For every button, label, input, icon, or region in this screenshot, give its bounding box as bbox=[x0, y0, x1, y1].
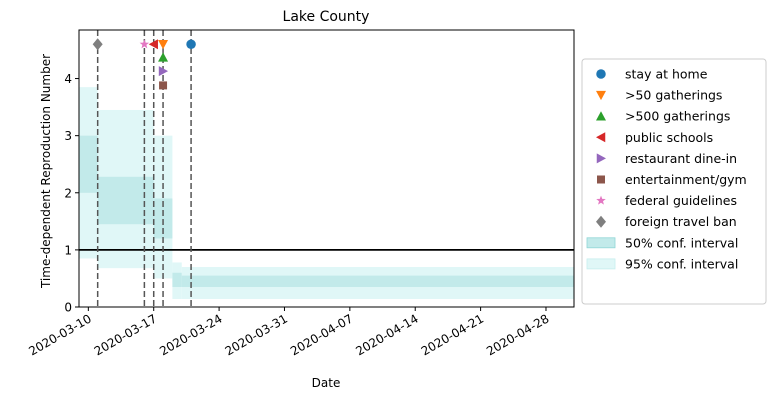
legend-marker-foreign-travel-ban bbox=[596, 215, 606, 228]
x-tick-label: 2020-03-17 bbox=[92, 311, 159, 358]
legend-marker-50-conf-interval bbox=[586, 237, 616, 249]
x-axis-label: Date bbox=[312, 376, 341, 390]
y-tick-label: 0 bbox=[64, 301, 72, 315]
x-tick-label: 2020-03-31 bbox=[223, 311, 290, 358]
event-marker-restaurant-dine-in bbox=[158, 66, 169, 77]
legend-marker-federal-guidelines bbox=[596, 195, 606, 205]
y-tick-label: 4 bbox=[64, 72, 72, 86]
chart-title: Lake County bbox=[283, 9, 370, 25]
event-marker-entertainment-gym bbox=[159, 81, 168, 90]
legend-label: public schools bbox=[625, 130, 713, 145]
legend-marker-95-conf-interval bbox=[586, 258, 616, 270]
ci50-band bbox=[97, 176, 154, 225]
legend-label: foreign travel ban bbox=[625, 214, 737, 229]
legend-marker-entertainment-gym bbox=[597, 175, 605, 184]
x-tick-label: 2020-04-07 bbox=[288, 311, 355, 358]
event-marker-public-schools bbox=[148, 39, 158, 50]
legend: stay at home >50 gatherings >500 gathering… bbox=[581, 58, 767, 305]
axes-frame bbox=[78, 29, 575, 308]
x-tick-label: 2020-04-28 bbox=[484, 311, 551, 358]
legend-marker-500-gatherings bbox=[596, 111, 606, 121]
legend-marker-restaurant-dine-in bbox=[596, 153, 606, 164]
event-marker-500-gatherings bbox=[158, 52, 169, 62]
legend-marker-stay-at-home bbox=[596, 69, 606, 79]
y-axis-label: Time-dependent Reproduction Number bbox=[39, 54, 53, 289]
legend-marker-50-gatherings bbox=[596, 90, 606, 101]
event-marker-stay-at-home bbox=[186, 39, 196, 50]
legend-label: 95% conf. interval bbox=[625, 256, 738, 271]
legend-label: federal guidelines bbox=[625, 193, 737, 208]
legend-label: stay at home bbox=[625, 67, 708, 82]
x-tick-label: 2020-04-21 bbox=[419, 311, 486, 358]
legend-label: >50 gatherings bbox=[625, 88, 722, 103]
legend-marker-public-schools bbox=[596, 132, 606, 143]
ci50-band bbox=[172, 272, 182, 288]
event-marker-foreign-travel-ban bbox=[92, 38, 103, 51]
plot-area: 012342020-03-102020-03-172020-03-242020-… bbox=[26, 29, 575, 358]
event-marker-50-gatherings bbox=[158, 40, 169, 50]
y-tick-label: 3 bbox=[64, 129, 72, 143]
ci50-band bbox=[181, 275, 574, 288]
x-tick-label: 2020-04-14 bbox=[353, 311, 420, 358]
y-tick-label: 1 bbox=[64, 243, 72, 257]
legend-label: entertainment/gym bbox=[625, 172, 747, 187]
event-marker-federal-guidelines bbox=[139, 39, 150, 49]
plot-inner bbox=[79, 30, 574, 307]
ci50-band bbox=[79, 135, 98, 193]
legend-label: 50% conf. interval bbox=[625, 235, 738, 250]
legend-label: >500 gatherings bbox=[625, 109, 730, 124]
x-tick-label: 2020-03-24 bbox=[157, 311, 224, 358]
x-tick-label: 2020-03-10 bbox=[26, 311, 93, 358]
y-tick-label: 2 bbox=[64, 186, 72, 200]
legend-label: restaurant dine-in bbox=[625, 151, 737, 166]
legend-box bbox=[581, 58, 767, 305]
ci50-band bbox=[153, 198, 173, 239]
